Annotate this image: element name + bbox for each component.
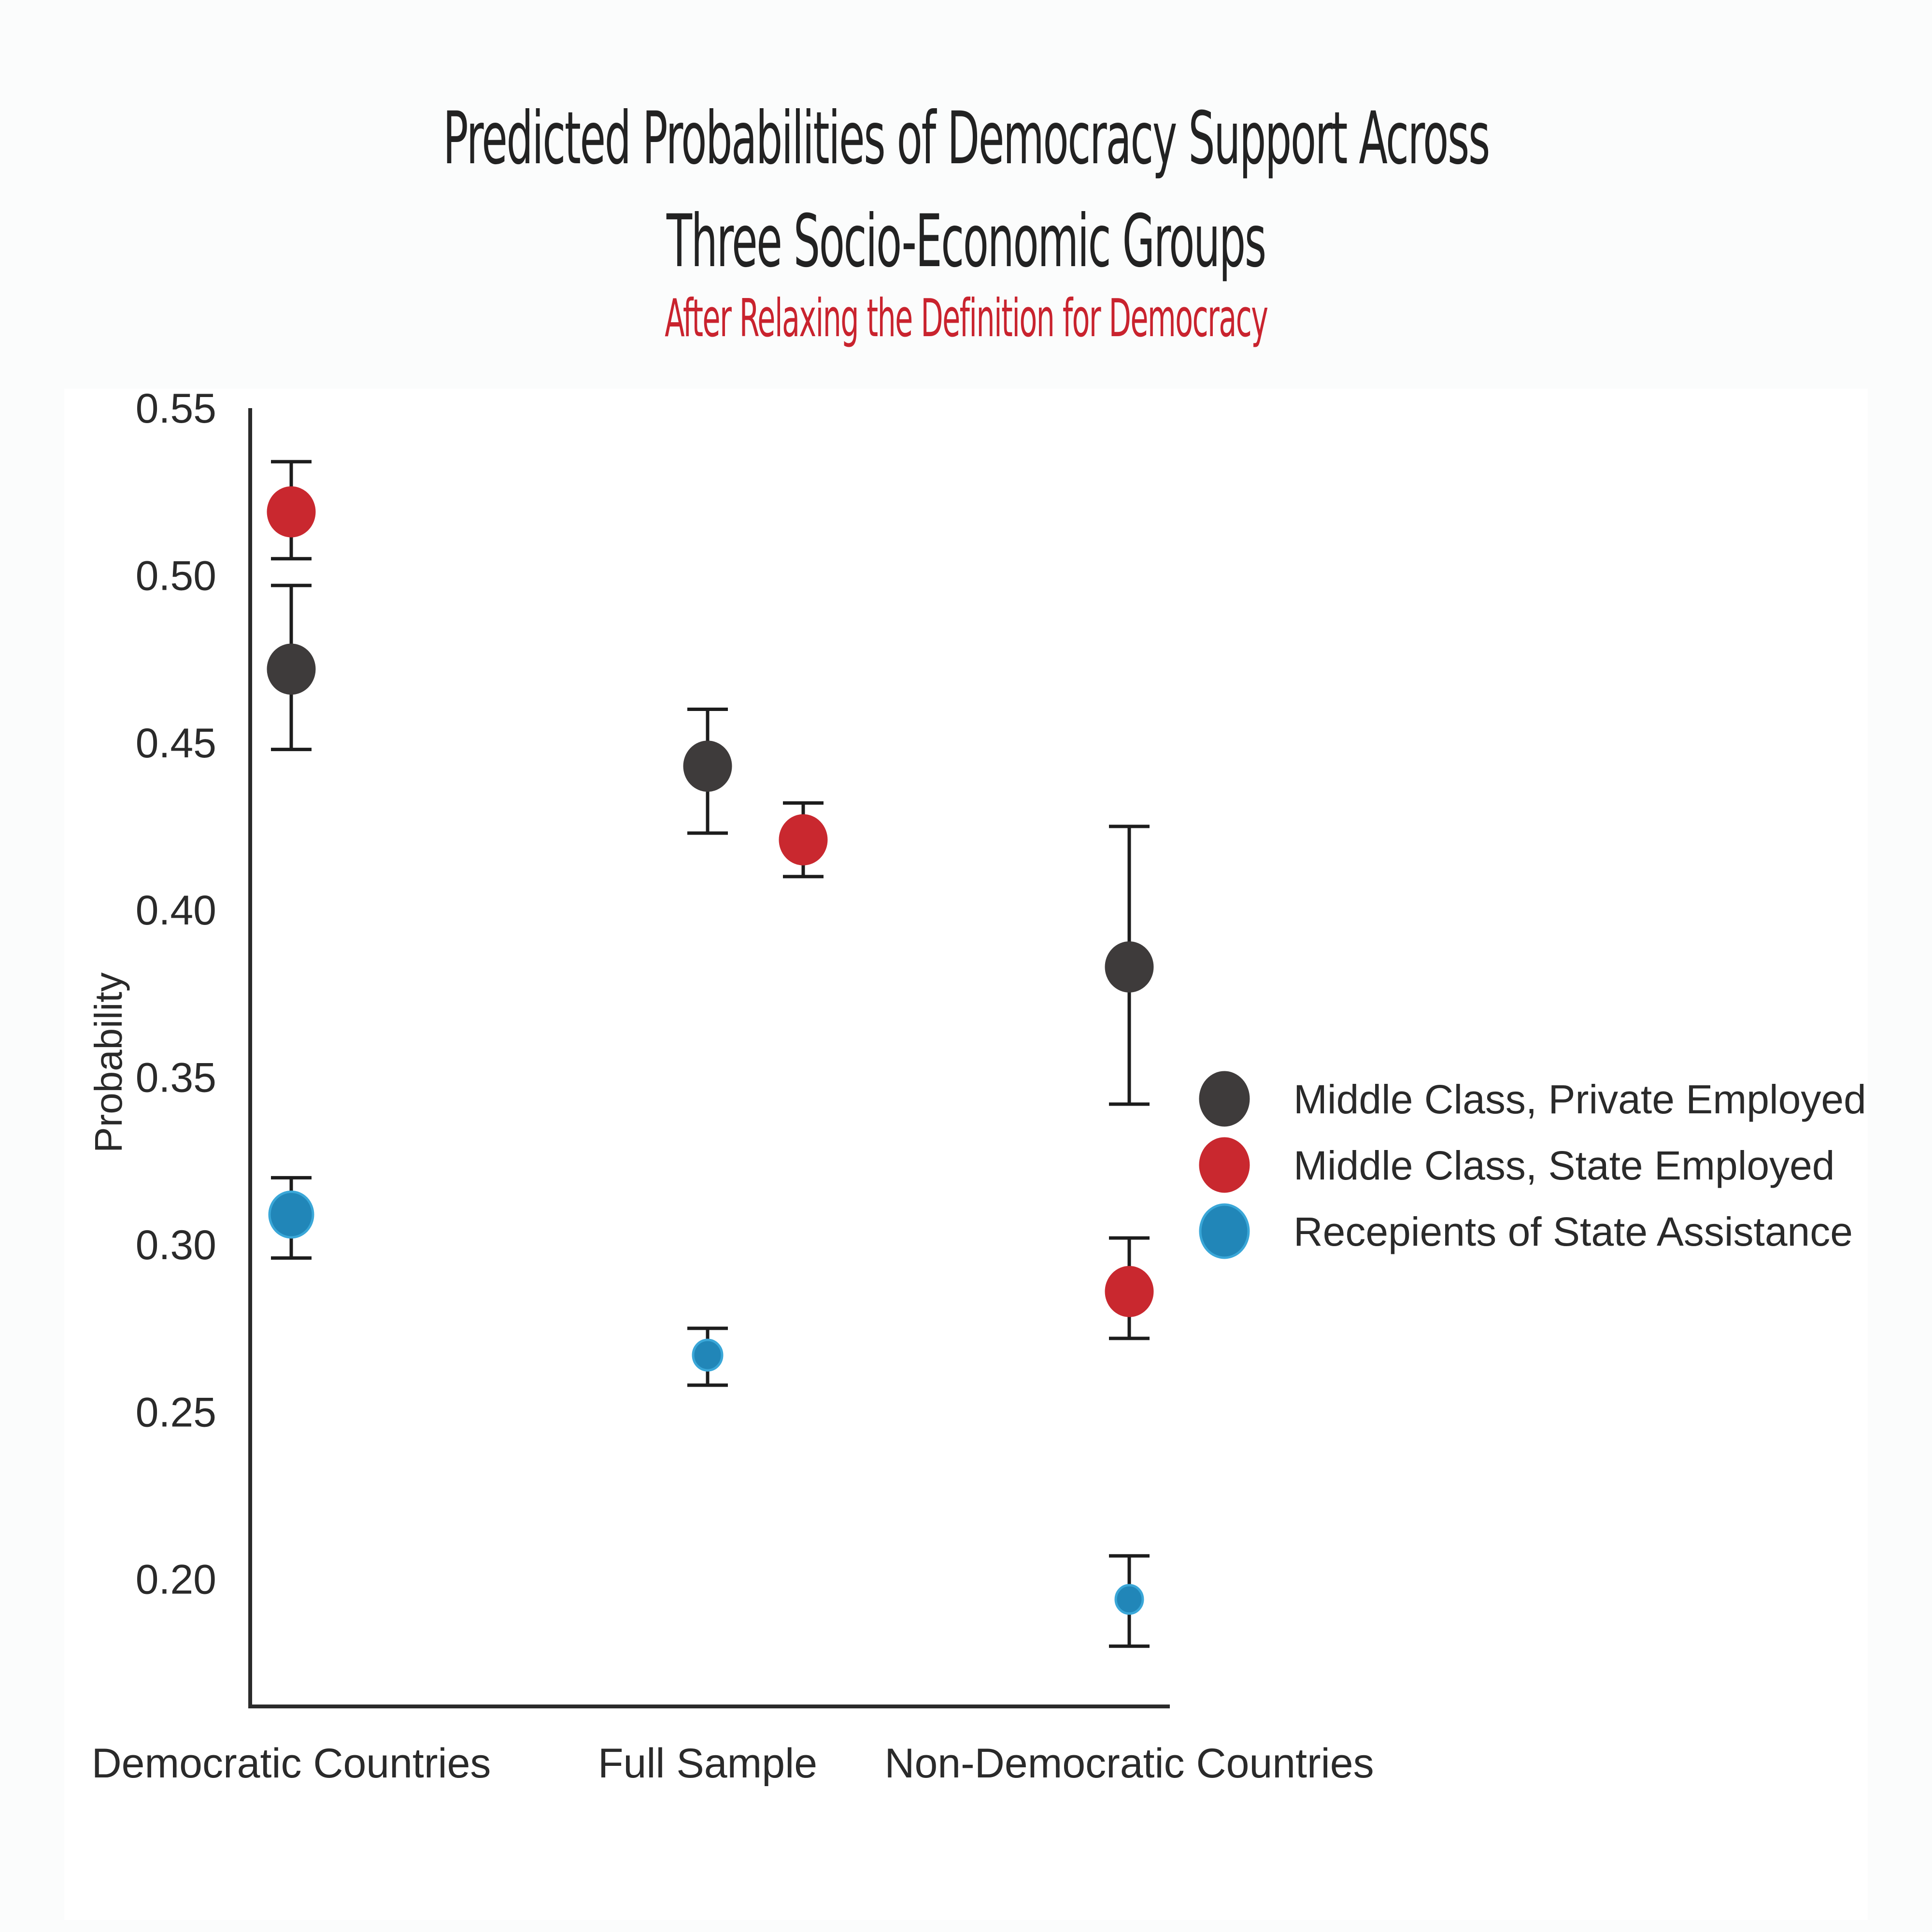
data-point [267, 643, 316, 695]
data-point [692, 1338, 724, 1372]
y-tick-label: 0.30 [136, 1222, 216, 1268]
legend-item: Recepients of State Assistance [1199, 1203, 1853, 1259]
y-tick-label: 0.55 [136, 385, 216, 432]
legend-item: Middle Class, Private Employed [1199, 1071, 1866, 1127]
data-point [779, 814, 828, 866]
x-tick-label: Non-Democratic Countries [884, 1740, 1374, 1787]
legend-item: Middle Class, State Employed [1199, 1137, 1835, 1193]
legend-label: Recepients of State Assistance [1293, 1209, 1853, 1254]
legend-label: Middle Class, State Employed [1293, 1143, 1835, 1188]
legend-marker [1199, 1071, 1250, 1127]
y-axis-label: Probability [87, 972, 130, 1153]
chart-title-line-2: Three Socio-Economic Groups [667, 199, 1266, 284]
data-marks [267, 460, 1154, 1648]
data-point [267, 486, 316, 538]
plot-panel [64, 389, 1868, 1920]
y-tick-label: 0.35 [136, 1055, 216, 1101]
x-tick-label: Full Sample [598, 1740, 817, 1787]
data-point [1105, 941, 1154, 993]
legend-label: Middle Class, Private Employed [1293, 1077, 1866, 1122]
y-tick-label: 0.50 [136, 553, 216, 599]
y-tick-label: 0.45 [136, 720, 216, 767]
y-tick-label: 0.40 [136, 887, 216, 934]
data-point [1105, 1266, 1154, 1317]
legend-marker [1199, 1137, 1250, 1193]
axes: 0.20 0.25 0.30 0.35 0.40 0.45 0.50 0.55 Democrat… [87, 385, 1374, 1787]
legend: Middle Class, Private Employed Middle Cla… [1199, 1071, 1866, 1259]
data-point [268, 1190, 314, 1239]
x-tick-label: Democratic Countries [92, 1740, 491, 1787]
chart-title-line-1: Predicted Probabilities of Democracy Sup… [443, 97, 1490, 181]
chart-subtitle: After Relaxing the Definition for Democr… [664, 288, 1268, 349]
y-tick-label: 0.20 [136, 1557, 216, 1603]
data-point [1114, 1584, 1144, 1615]
data-point [683, 740, 732, 792]
legend-marker [1199, 1203, 1250, 1259]
y-tick-label: 0.25 [136, 1389, 216, 1435]
